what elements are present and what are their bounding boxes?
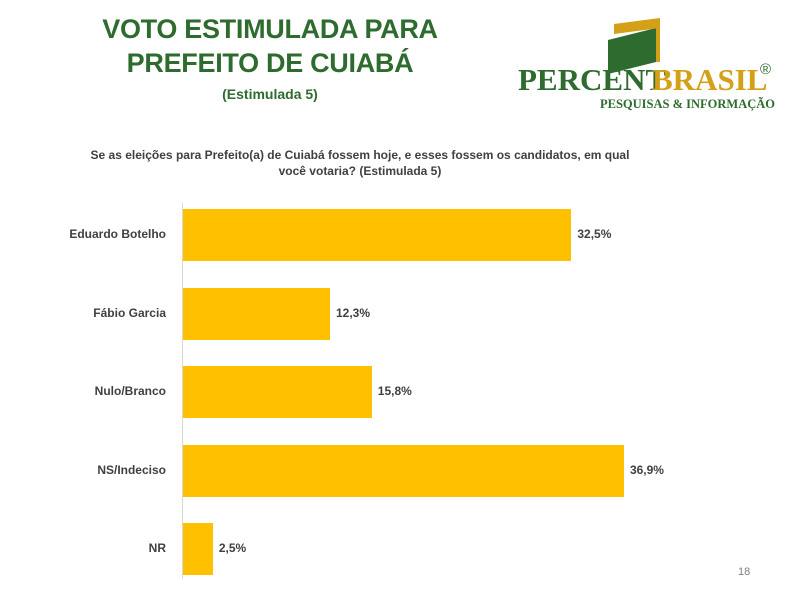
data-label: 2,5% xyxy=(218,541,247,555)
title-line-1: VOTO ESTIMULADA PARA xyxy=(102,14,438,44)
category-label: Nulo/Branco xyxy=(94,384,166,398)
data-label: 15,8% xyxy=(377,384,412,398)
title-line-2: PREFEITO DE CUIABÁ xyxy=(126,48,414,78)
bar xyxy=(183,287,330,340)
bar xyxy=(183,209,572,261)
logo-name-part2: BRASIL xyxy=(652,62,767,97)
data-label: 36,9% xyxy=(629,462,664,477)
bar xyxy=(183,523,213,575)
question-line-1: Se as eleições para Prefeito(a) de Cuiab… xyxy=(90,148,630,162)
page-number: 18 xyxy=(738,566,751,578)
category-label: Eduardo Botelho xyxy=(69,227,166,241)
chart-title: VOTO ESTIMULADA PARA PREFEITO DE CUIABÁ xyxy=(60,12,480,80)
data-label: 32,5% xyxy=(577,227,612,241)
question-line-2: você votaria? (Estimulada 5) xyxy=(278,164,442,178)
percentbrasil-logo: PERCENT BRASIL ® PESQUISAS & INFORMAÇÃO xyxy=(518,18,775,111)
bar xyxy=(183,366,372,418)
survey-question: Se as eleições para Prefeito(a) de Cuiab… xyxy=(70,147,650,179)
category-label: NR xyxy=(148,541,166,555)
data-label: 12,3% xyxy=(335,305,371,320)
category-label: Fábio Garcia xyxy=(93,305,166,320)
logo-tagline: PESQUISAS & INFORMAÇÃO xyxy=(600,97,775,111)
logo-name-part1: PERCENT xyxy=(518,62,666,97)
category-label: NS/Indeciso xyxy=(97,462,166,477)
bar xyxy=(183,444,624,497)
logo-registered-mark: ® xyxy=(760,61,771,78)
logo-flag-icon xyxy=(608,18,660,74)
category-axis-line xyxy=(182,203,183,579)
chart-subtitle: (Estimulada 5) xyxy=(222,86,318,102)
